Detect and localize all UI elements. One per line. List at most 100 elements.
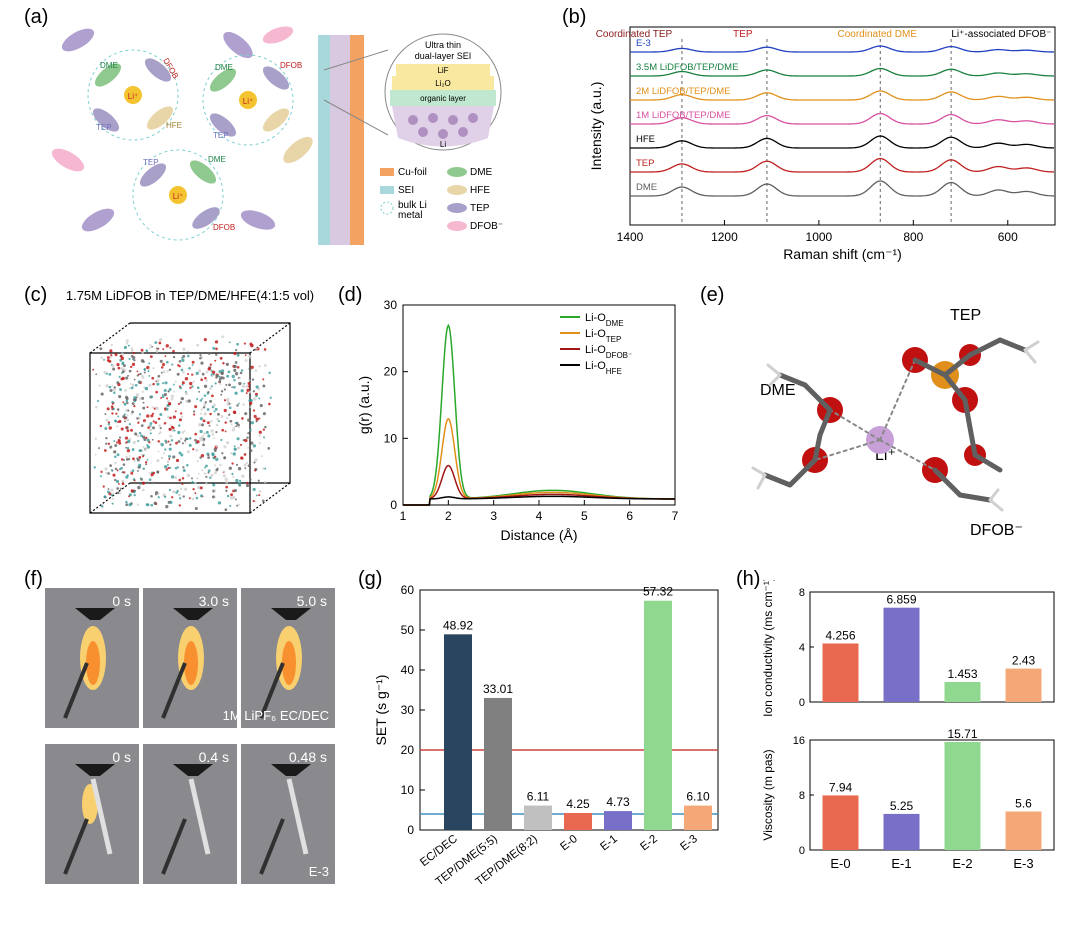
svg-text:3.5M LiDFOB/TEP/DME: 3.5M LiDFOB/TEP/DME bbox=[636, 62, 738, 73]
svg-text:8: 8 bbox=[799, 790, 805, 802]
svg-text:g(r) (a.u.): g(r) (a.u.) bbox=[356, 376, 372, 434]
svg-text:organic layer: organic layer bbox=[420, 94, 466, 103]
svg-text:HFE: HFE bbox=[636, 134, 655, 145]
svg-text:6.859: 6.859 bbox=[886, 593, 916, 607]
svg-text:DFOB: DFOB bbox=[213, 223, 235, 232]
svg-text:E-1: E-1 bbox=[891, 856, 911, 871]
svg-text:TEP: TEP bbox=[143, 158, 159, 167]
svg-text:33.01: 33.01 bbox=[483, 682, 513, 696]
svg-text:E-3: E-3 bbox=[309, 864, 329, 879]
svg-text:LiF: LiF bbox=[437, 66, 448, 75]
panel-c-label: (c) bbox=[24, 284, 47, 307]
svg-text:1400: 1400 bbox=[617, 230, 644, 244]
svg-text:5: 5 bbox=[581, 509, 588, 523]
svg-text:3: 3 bbox=[490, 509, 497, 523]
svg-text:4.256: 4.256 bbox=[825, 628, 855, 642]
svg-text:6: 6 bbox=[626, 509, 633, 523]
svg-text:dual-layer SEI: dual-layer SEI bbox=[415, 51, 472, 61]
svg-text:HFE: HFE bbox=[166, 121, 182, 130]
svg-text:0: 0 bbox=[799, 845, 805, 857]
svg-text:20: 20 bbox=[384, 365, 398, 379]
svg-text:40: 40 bbox=[401, 663, 415, 677]
svg-text:1M LiDFOB/TEP/DME: 1M LiDFOB/TEP/DME bbox=[636, 110, 731, 121]
svg-text:Li-OTEP: Li-OTEP bbox=[585, 328, 621, 344]
svg-text:3.0 s: 3.0 s bbox=[199, 593, 229, 609]
svg-text:Viscosity (m pas): Viscosity (m pas) bbox=[761, 749, 775, 840]
svg-text:E-1: E-1 bbox=[598, 833, 619, 853]
svg-text:TEP: TEP bbox=[950, 307, 981, 324]
svg-text:1200: 1200 bbox=[711, 230, 738, 244]
panel-f-label: (f) bbox=[24, 568, 43, 591]
svg-text:5.0 s: 5.0 s bbox=[297, 593, 327, 609]
svg-text:DFOB: DFOB bbox=[280, 61, 302, 70]
svg-text:Li-ODFOB⁻: Li-ODFOB⁻ bbox=[585, 344, 632, 360]
svg-text:1: 1 bbox=[400, 509, 407, 523]
svg-text:metal: metal bbox=[398, 210, 422, 221]
svg-text:Ultra thin: Ultra thin bbox=[425, 40, 461, 50]
svg-text:Cu-foil: Cu-foil bbox=[398, 167, 427, 178]
svg-text:TEP: TEP bbox=[733, 29, 753, 40]
svg-text:0.4 s: 0.4 s bbox=[199, 749, 229, 765]
svg-text:DFOB⁻: DFOB⁻ bbox=[970, 522, 1023, 539]
svg-text:6.10: 6.10 bbox=[686, 790, 710, 804]
svg-text:DFOB⁻: DFOB⁻ bbox=[470, 221, 503, 232]
svg-text:5.25: 5.25 bbox=[890, 799, 914, 813]
panel-d-rdf: 12345670102030Distance (Å)g(r) (a.u.)Li-… bbox=[355, 295, 693, 550]
svg-text:SEI: SEI bbox=[398, 185, 414, 196]
svg-text:SET (s g⁻¹): SET (s g⁻¹) bbox=[373, 675, 389, 746]
svg-text:Li⁺: Li⁺ bbox=[128, 92, 138, 101]
svg-text:E-0: E-0 bbox=[558, 833, 579, 853]
svg-text:1000: 1000 bbox=[806, 230, 833, 244]
svg-text:Li₂O: Li₂O bbox=[435, 79, 451, 88]
svg-text:50: 50 bbox=[401, 623, 415, 637]
svg-text:DME: DME bbox=[636, 182, 657, 193]
panel-b-raman: 600 800 1000 1200 1400 Raman shift (cm⁻¹) Inte… bbox=[585, 15, 1065, 265]
svg-text:1M LiPF₆ EC/DEC: 1M LiPF₆ EC/DEC bbox=[223, 708, 329, 723]
svg-text:2: 2 bbox=[445, 509, 452, 523]
svg-text:0 s: 0 s bbox=[112, 593, 131, 609]
panel-b-label: (b) bbox=[562, 6, 586, 29]
panel-c-title: 1.75M LiDFOB in TEP/DME/HFE(4:1:5 vol) bbox=[60, 288, 320, 303]
svg-text:600: 600 bbox=[998, 230, 1018, 244]
panel-f-flame: 0 s3.0 s5.0 s1M LiPF₆ EC/DEC0 s0.4 s0.48… bbox=[45, 588, 345, 898]
svg-text:5.6: 5.6 bbox=[1015, 797, 1032, 811]
svg-text:E-3: E-3 bbox=[636, 38, 651, 49]
panel-c: 1.75M LiDFOB in TEP/DME/HFE(4:1:5 vol) bbox=[60, 288, 320, 548]
svg-text:DME: DME bbox=[470, 167, 493, 178]
panel-g-set: 0102030405060SET (s g⁻¹)48.92EC/DEC33.01… bbox=[370, 580, 730, 910]
svg-text:Li⁺-associated DFOB⁻: Li⁺-associated DFOB⁻ bbox=[951, 29, 1051, 40]
panel-e-molecule: TEP DME Li⁺ DFOB⁻ bbox=[720, 300, 1060, 550]
svg-text:0: 0 bbox=[407, 823, 414, 837]
svg-text:Intensity (a.u.): Intensity (a.u.) bbox=[588, 82, 604, 171]
svg-text:60: 60 bbox=[401, 583, 415, 597]
svg-text:E-2: E-2 bbox=[952, 856, 972, 871]
svg-text:15.71: 15.71 bbox=[947, 727, 977, 741]
svg-text:HFE: HFE bbox=[470, 185, 490, 196]
svg-text:Coordinated DME: Coordinated DME bbox=[838, 29, 918, 40]
svg-text:E-3: E-3 bbox=[1013, 856, 1033, 871]
svg-text:7: 7 bbox=[672, 509, 679, 523]
svg-text:Li⁺: Li⁺ bbox=[173, 192, 183, 201]
svg-text:DME: DME bbox=[215, 63, 233, 72]
svg-text:0 s: 0 s bbox=[112, 749, 131, 765]
svg-text:Ion conductivity (ms cm⁻¹): Ion conductivity (ms cm⁻¹) bbox=[761, 580, 775, 717]
svg-text:Distance (Å): Distance (Å) bbox=[500, 527, 577, 543]
svg-text:Coordinated TEP: Coordinated TEP bbox=[596, 29, 673, 40]
svg-text:TEP: TEP bbox=[213, 131, 229, 140]
svg-text:7.94: 7.94 bbox=[829, 780, 853, 794]
svg-text:2.43: 2.43 bbox=[1012, 654, 1036, 668]
svg-text:DME: DME bbox=[760, 382, 796, 399]
svg-text:1.453: 1.453 bbox=[947, 667, 977, 681]
svg-text:800: 800 bbox=[903, 230, 923, 244]
svg-text:TEP: TEP bbox=[96, 123, 112, 132]
svg-text:2M LiDFOB/TEP/DME: 2M LiDFOB/TEP/DME bbox=[636, 86, 731, 97]
svg-text:8: 8 bbox=[799, 587, 805, 599]
svg-text:4.25: 4.25 bbox=[566, 797, 590, 811]
svg-text:Raman shift (cm⁻¹): Raman shift (cm⁻¹) bbox=[783, 246, 902, 262]
svg-text:10: 10 bbox=[384, 431, 398, 445]
panel-a-label: (a) bbox=[24, 6, 48, 29]
svg-text:Li: Li bbox=[440, 140, 446, 149]
svg-text:E-0: E-0 bbox=[830, 856, 850, 871]
svg-text:48.92: 48.92 bbox=[443, 618, 473, 632]
svg-text:0: 0 bbox=[799, 697, 805, 709]
